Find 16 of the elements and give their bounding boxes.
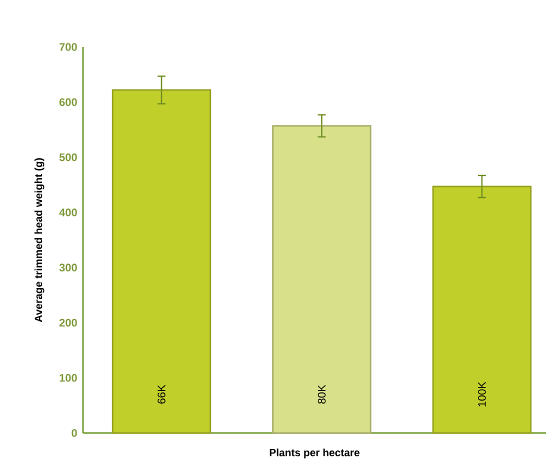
y-tick-label: 200 (59, 318, 77, 327)
bar (272, 125, 372, 434)
y-tick-label: 300 (59, 264, 77, 272)
bar (432, 186, 532, 434)
y-tick-label: 400 (59, 208, 77, 216)
bar (112, 89, 212, 434)
y-tick-label: 600 (59, 98, 77, 106)
y-tick-label: 100 (60, 374, 77, 382)
x-tick-label: 100K (478, 382, 486, 406)
y-axis-title: Average trimmed head weight (g) (34, 158, 44, 322)
x-tick-label: 66K (158, 384, 166, 404)
x-tick-label: 80K (318, 384, 326, 404)
y-tick-label: 0 (72, 429, 77, 437)
x-axis-title: Plants per hectare (270, 448, 360, 458)
y-tick-label: 700 (60, 43, 77, 51)
y-tick-label: 500 (59, 153, 77, 162)
